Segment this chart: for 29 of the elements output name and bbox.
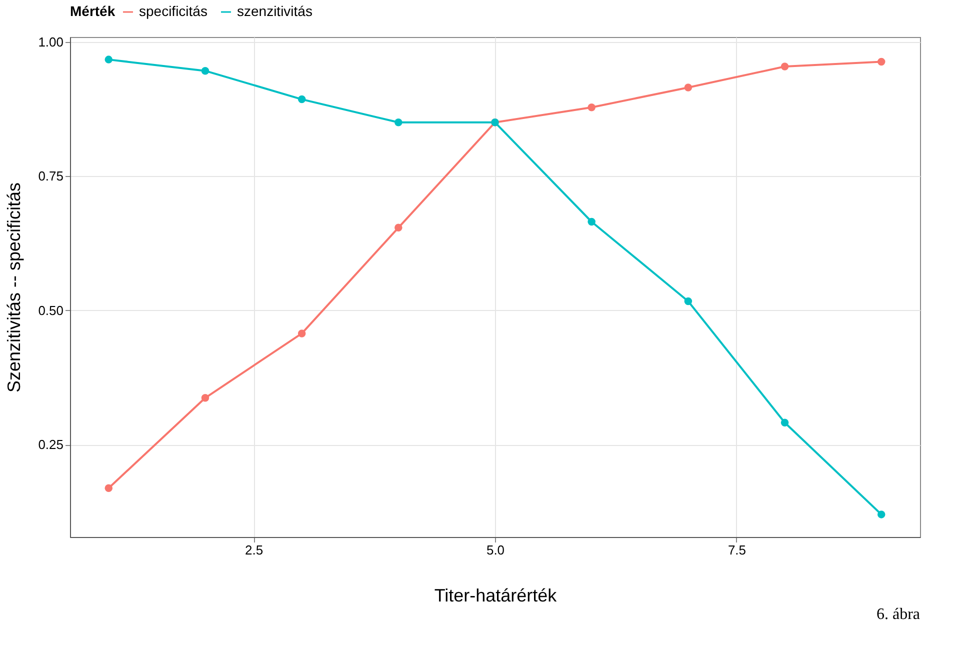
point — [201, 66, 210, 75]
x-tick-label: 5.0 — [486, 542, 505, 558]
y-tick-label: 1.00 — [38, 34, 64, 50]
y-tick-label: 0.50 — [38, 302, 64, 318]
y-tick-label: 0.75 — [38, 168, 64, 184]
point — [588, 218, 596, 226]
point — [394, 224, 402, 232]
point — [104, 56, 113, 64]
point — [877, 58, 886, 66]
x-tick-label: 2.5 — [244, 542, 264, 558]
point — [684, 84, 692, 92]
point — [298, 330, 306, 338]
x-axis-title: Titer-határérték — [434, 586, 558, 606]
point — [298, 95, 306, 104]
point — [588, 103, 596, 112]
y-tick-label: 0.25 — [38, 437, 64, 452]
point — [104, 484, 113, 492]
x-tick-label: 7.5 — [728, 542, 746, 558]
legend-title: Mérték — [70, 3, 116, 19]
point — [877, 510, 886, 518]
point — [201, 394, 210, 402]
point — [780, 418, 789, 426]
legend-label: szenzitivitás — [237, 3, 312, 19]
y-axis-title: Szenzitivitás -- specificitás — [4, 182, 24, 393]
legend-label: specificitás — [139, 3, 208, 19]
text: 6. ábra — [876, 606, 920, 623]
point — [780, 62, 789, 70]
point — [394, 118, 402, 126]
point — [684, 297, 692, 306]
